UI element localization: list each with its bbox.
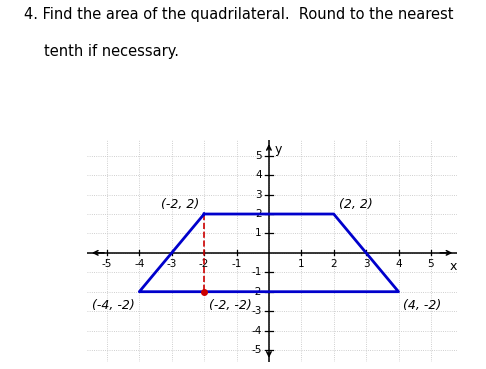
Text: 4: 4 [395,259,402,269]
Text: 5: 5 [428,259,434,269]
Text: -4: -4 [134,259,144,269]
Text: 1: 1 [298,259,305,269]
Text: 3: 3 [255,190,262,200]
Text: 2: 2 [255,209,262,219]
Text: -3: -3 [167,259,177,269]
Text: y: y [275,143,282,156]
Text: (-2, 2): (-2, 2) [161,198,199,211]
Text: -3: -3 [251,306,262,316]
Text: -2: -2 [251,287,262,297]
Text: 4. Find the area of the quadrilateral.  Round to the nearest: 4. Find the area of the quadrilateral. R… [24,7,454,23]
Text: -1: -1 [231,259,242,269]
Text: -4: -4 [251,325,262,335]
Text: 1: 1 [255,228,262,238]
Text: 5: 5 [255,151,262,161]
Text: -5: -5 [251,345,262,355]
Text: tenth if necessary.: tenth if necessary. [44,44,179,59]
Text: (-4, -2): (-4, -2) [92,299,135,311]
Text: -1: -1 [251,267,262,277]
Text: 2: 2 [330,259,337,269]
Text: 3: 3 [363,259,369,269]
Text: (-2, -2): (-2, -2) [209,299,252,311]
Text: -5: -5 [102,259,112,269]
Text: -2: -2 [199,259,209,269]
Text: 4: 4 [255,170,262,180]
Text: x: x [450,260,457,273]
Text: (2, 2): (2, 2) [339,198,372,211]
Text: (4, -2): (4, -2) [403,299,442,311]
